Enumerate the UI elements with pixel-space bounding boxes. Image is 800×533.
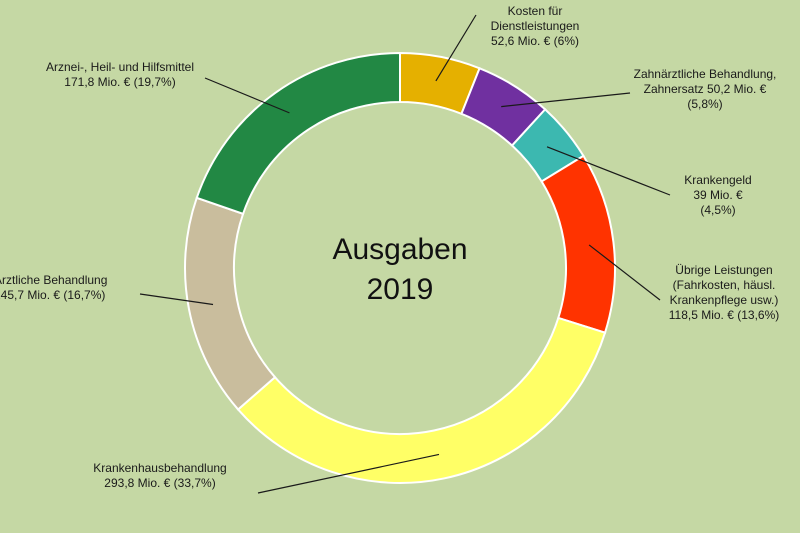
label-aerztlich-line-2: 145,7 Mio. € (16,7%) bbox=[0, 288, 105, 302]
leader-line-dienstleistungen bbox=[435, 14, 477, 82]
label-arznei-line-2: 171,8 Mio. € (19,7%) bbox=[64, 75, 175, 89]
label-krankenhaus-line-2: 293,8 Mio. € (33,7%) bbox=[104, 476, 215, 490]
slices-group bbox=[184, 51, 616, 484]
leader-line-krankenhaus bbox=[257, 453, 440, 494]
label-uebrige-line-3: Krankenpflege usw.) bbox=[670, 293, 779, 307]
slice-uebrige bbox=[540, 154, 616, 334]
label-uebrige-line-2: (Fahrkosten, häusl. bbox=[673, 278, 776, 292]
label-uebrige-line-4: 118,5 Mio. € (13,6%) bbox=[669, 308, 780, 322]
label-krankengeld-line-1: Krankengeld bbox=[684, 173, 751, 187]
leader-line-arznei bbox=[204, 77, 290, 114]
chart-title-line-1: Ausgaben bbox=[332, 233, 467, 266]
leader-lines-group bbox=[139, 14, 671, 494]
leader-line-zahnaerztlich bbox=[501, 92, 631, 108]
label-dienstleistungen-line-1: Kosten für bbox=[508, 4, 563, 18]
label-zahnaerztlich-line-1: Zahnärztliche Behandlung, bbox=[634, 67, 777, 81]
label-zahnaerztlich-line-2: Zahnersatz 50,2 Mio. € bbox=[644, 82, 767, 96]
leader-line-aerztlich bbox=[139, 293, 214, 306]
label-dienstleistungen-line-3: 52,6 Mio. € (6%) bbox=[491, 34, 579, 48]
label-arznei-line-1: Arznei-, Heil- und Hilfsmittel bbox=[46, 60, 194, 74]
label-krankenhaus-line-1: Krankenhausbehandlung bbox=[93, 461, 226, 475]
slice-arznei bbox=[195, 51, 401, 216]
chart-title-line-2: 2019 bbox=[367, 273, 434, 306]
slice-aerztlich bbox=[184, 196, 277, 411]
leader-line-uebrige bbox=[588, 244, 661, 301]
label-aerztlich-line-1: Ärztliche Behandlung bbox=[0, 273, 107, 287]
leader-line-krankengeld bbox=[546, 146, 671, 196]
label-zahnaerztlich-line-3: (5,8%) bbox=[687, 97, 722, 111]
label-krankengeld-line-3: (4,5%) bbox=[700, 203, 735, 217]
slice-krankenhaus bbox=[236, 316, 607, 484]
label-dienstleistungen-line-2: Dienstleistungen bbox=[491, 19, 580, 33]
label-uebrige-line-1: Übrige Leistungen bbox=[675, 263, 772, 277]
label-krankengeld-line-2: 39 Mio. € bbox=[693, 188, 743, 202]
